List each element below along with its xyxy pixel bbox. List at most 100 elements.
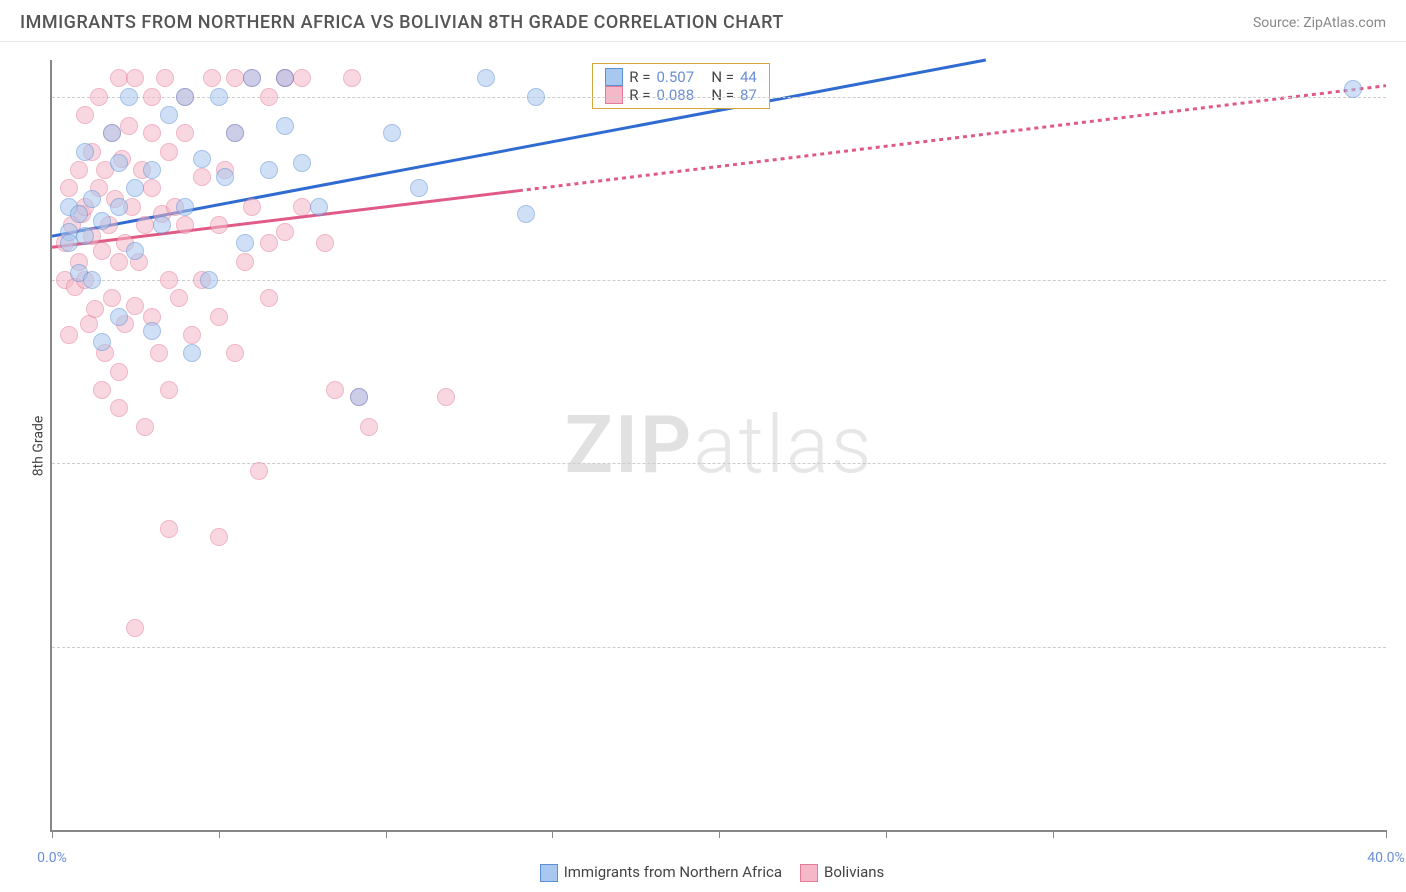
data-point [243,198,261,216]
data-point [243,69,261,87]
data-point [110,154,128,172]
x-tick-mark [52,830,53,838]
data-point [236,253,254,271]
data-point [143,322,161,340]
data-point [76,106,94,124]
header: IMMIGRANTS FROM NORTHERN AFRICA VS BOLIV… [0,0,1406,42]
legend-swatch [605,86,623,104]
data-point [310,198,328,216]
data-point [203,69,221,87]
data-point [120,117,138,135]
data-point [160,143,178,161]
gridline [52,647,1386,648]
legend-swatch [540,864,558,882]
data-point [103,289,121,307]
data-point [93,212,111,230]
data-point [126,69,144,87]
bottom-legend: Immigrants from Northern Africa Bolivians [0,863,1406,882]
legend-swatch [800,864,818,882]
legend-label: Immigrants from Northern Africa [564,863,782,881]
data-point [210,216,228,234]
data-point [143,124,161,142]
chart-title: IMMIGRANTS FROM NORTHERN AFRICA VS BOLIV… [20,12,784,33]
data-point [143,88,161,106]
y-tick-label: 100.0% [1396,89,1406,105]
data-point [60,179,78,197]
data-point [210,88,228,106]
chart-container: IMMIGRANTS FROM NORTHERN AFRICA VS BOLIV… [0,0,1406,892]
data-point [183,344,201,362]
y-tick-label: 85.0% [1396,639,1406,655]
data-point [360,418,378,436]
regression-lines [52,60,1386,831]
data-point [126,619,144,637]
data-point [276,69,294,87]
data-point [293,198,311,216]
gridline [52,97,1386,98]
y-tick-label: 95.0% [1396,272,1406,288]
data-point [517,205,535,223]
data-point [83,190,101,208]
data-point [326,381,344,399]
legend-swatch [605,68,623,86]
data-point [176,124,194,142]
data-point [160,106,178,124]
data-point [260,289,278,307]
data-point [76,143,94,161]
data-point [60,234,78,252]
data-point [316,234,334,252]
data-point [110,363,128,381]
data-point [260,161,278,179]
data-point [293,69,311,87]
data-point [93,333,111,351]
data-point [103,124,121,142]
data-point [136,418,154,436]
data-point [93,381,111,399]
data-point [193,168,211,186]
data-point [143,179,161,197]
x-tick-mark [386,830,387,838]
data-point [70,161,88,179]
data-point [76,227,94,245]
data-point [143,161,161,179]
x-tick-mark [719,830,720,838]
data-point [110,253,128,271]
y-tick-label: 90.0% [1396,455,1406,471]
data-point [293,154,311,172]
data-point [176,198,194,216]
data-point [383,124,401,142]
x-tick-mark [1053,830,1054,838]
data-point [60,326,78,344]
data-point [276,117,294,135]
data-point [226,124,244,142]
data-point [260,88,278,106]
data-point [226,69,244,87]
data-point [527,88,545,106]
data-point [160,520,178,538]
x-tick-mark [886,830,887,838]
data-point [477,69,495,87]
data-point [110,308,128,326]
legend-label: Bolivians [824,863,884,881]
data-point [176,88,194,106]
data-point [110,69,128,87]
data-point [160,381,178,399]
x-tick-mark [552,830,553,838]
x-tick-mark [219,830,220,838]
stats-legend-row: R = 0.507 N = 44 [605,68,757,86]
data-point [410,179,428,197]
stats-legend: R = 0.507 N = 44R = 0.088 N = 87 [592,63,770,109]
watermark: ZIPatlas [565,398,874,492]
data-point [276,223,294,241]
gridline [52,280,1386,281]
data-point [343,69,361,87]
data-point [226,344,244,362]
data-point [160,271,178,289]
source-link[interactable]: ZipAtlas.com [1303,15,1386,31]
data-point [193,150,211,168]
y-axis-label: 8th Grade [30,416,46,477]
data-point [170,289,188,307]
source-label: Source: ZipAtlas.com [1253,15,1386,31]
data-point [200,271,218,289]
data-point [260,234,278,252]
